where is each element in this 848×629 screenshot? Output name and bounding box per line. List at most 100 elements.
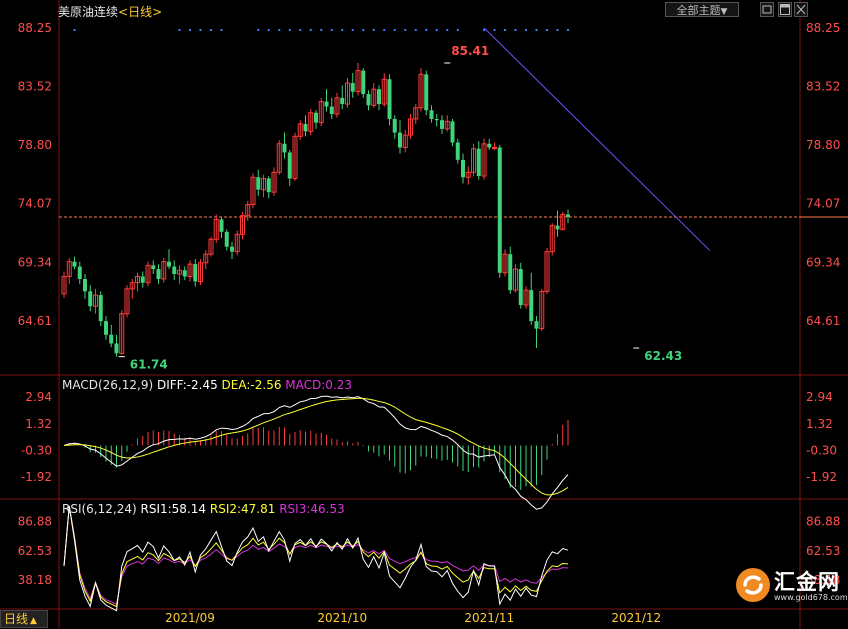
brand-name: 汇金网: [774, 570, 840, 594]
event-marker-dot: [351, 29, 354, 31]
restore-icon[interactable]: [760, 2, 774, 17]
macd-tick-right: 2.94: [806, 390, 833, 404]
candle-down: [114, 343, 119, 354]
macd-legend: MACD(26,12,9) DIFF:-2.45 DEA:-2.56 MACD:…: [62, 378, 352, 392]
candle-up: [292, 135, 298, 179]
candle-up: [481, 143, 487, 177]
candle-down: [72, 261, 77, 267]
candle-up: [240, 215, 245, 235]
candle-up: [308, 112, 314, 132]
candle-up: [318, 101, 324, 124]
theme-select-button[interactable]: 全部主题▼: [665, 2, 739, 17]
price-tick-right: 78.80: [806, 138, 840, 152]
candle-up: [413, 107, 419, 120]
macd-dea-value: DEA:-2.56: [221, 378, 282, 392]
event-marker-dot: [425, 29, 428, 31]
macd-macd-value: MACD:0.23: [285, 378, 353, 392]
low-price-label: 61.74: [130, 358, 168, 372]
price-tick-right: 69.34: [806, 255, 840, 269]
candle-up: [271, 171, 277, 193]
candle-down: [350, 82, 355, 92]
candle-up: [544, 251, 550, 292]
candle-down: [440, 120, 444, 129]
candle-up: [250, 176, 256, 206]
candle-up: [198, 262, 203, 282]
event-marker-dot: [556, 29, 559, 31]
candle-down: [266, 178, 271, 193]
candle-down: [534, 321, 539, 329]
candle-down: [182, 270, 187, 277]
macd-tick-right: -0.30: [806, 443, 837, 457]
price-tick-left: 88.25: [18, 21, 52, 35]
maximize-icon[interactable]: [778, 2, 792, 17]
high-price-label: 85.41: [451, 44, 489, 58]
event-marker-dot: [178, 29, 181, 31]
candle-down: [508, 254, 513, 291]
close-icon[interactable]: [794, 2, 808, 17]
candle-down: [324, 101, 329, 107]
rsi-legend: RSI(6,12,24) RSI1:58.14 RSI2:47.81 RSI3:…: [62, 502, 345, 516]
candle-up: [261, 177, 266, 191]
candle-up: [539, 290, 545, 330]
candle-up: [560, 213, 566, 230]
event-marker-dot: [483, 29, 485, 31]
chevron-down-icon: ▼: [720, 7, 728, 17]
macd-dea-line: [63, 397, 569, 496]
symbol-name: 美原油连续: [58, 5, 119, 19]
event-marker-dot: [493, 29, 496, 31]
candle-up: [66, 261, 72, 277]
candle-down: [361, 70, 366, 95]
theme-select-label: 全部主题: [676, 4, 721, 17]
candle-up: [135, 275, 140, 284]
event-marker-dot: [299, 29, 302, 31]
candle-down: [429, 110, 434, 119]
macd-tick-right: 1.32: [806, 417, 833, 431]
candle-down: [88, 291, 93, 307]
candle-up: [187, 263, 193, 277]
candle-down: [424, 74, 429, 111]
candle-down: [366, 94, 371, 106]
event-marker-dot: [504, 29, 506, 31]
period-label[interactable]: 日线: [128, 5, 153, 19]
candle-up: [208, 238, 214, 255]
candle-down: [104, 321, 108, 335]
candle-down: [455, 142, 460, 160]
rsi-tick-right: 86.88: [806, 515, 840, 529]
candle-down: [497, 147, 502, 273]
event-marker-dot: [267, 29, 270, 31]
candle-up: [145, 264, 151, 284]
event-marker-dot: [220, 29, 223, 31]
candle-down: [566, 214, 570, 217]
event-marker-dot: [546, 29, 548, 31]
candle-down: [282, 143, 287, 153]
candle-down: [340, 97, 345, 105]
candle-down: [398, 132, 402, 148]
candle-up: [502, 253, 508, 274]
candle-up: [129, 282, 135, 290]
candle-up: [371, 88, 377, 106]
candle-up: [297, 123, 303, 137]
candle-down: [314, 112, 318, 123]
candle-down: [172, 266, 177, 275]
price-tick-left: 69.34: [18, 255, 52, 269]
candle-up: [418, 73, 424, 109]
candle-up: [492, 146, 497, 149]
rsi-tick-left: 38.18: [18, 573, 52, 587]
price-tick-left: 78.80: [18, 138, 52, 152]
candle-down: [377, 89, 381, 105]
price-tick-left: 83.52: [18, 79, 52, 93]
candle-up: [471, 148, 476, 173]
candle-up: [177, 269, 182, 275]
chart-title: 美原油连续<日线>: [58, 3, 162, 20]
period-suffix: >: [152, 5, 163, 19]
event-marker-dot: [414, 29, 417, 31]
candle-up: [234, 233, 240, 253]
candle-down: [392, 118, 397, 133]
candle-up: [203, 253, 209, 264]
period-switch-button[interactable]: 日线 ▲: [0, 610, 48, 628]
price-tick-left: 74.07: [18, 197, 52, 211]
candle-up: [245, 204, 251, 217]
candle-down: [450, 121, 455, 143]
macd-tick-right: -1.92: [806, 470, 837, 484]
